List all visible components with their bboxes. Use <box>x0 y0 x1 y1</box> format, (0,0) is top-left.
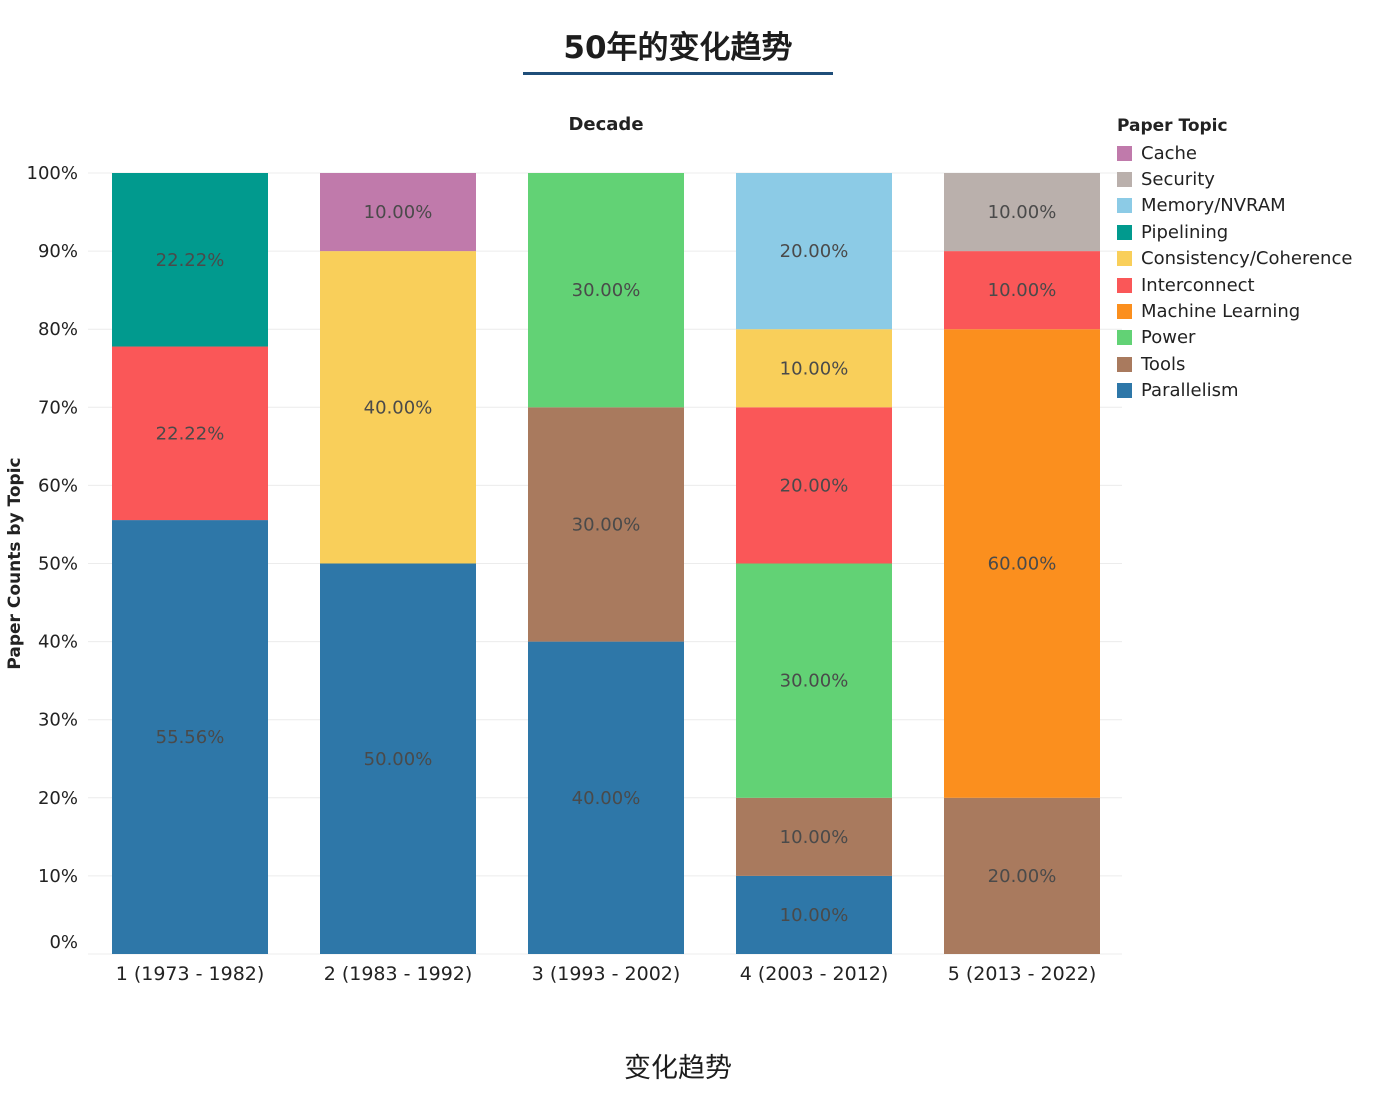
y-tick-label: 60% <box>38 475 78 496</box>
x-tick-label: 1 (1973 - 1982) <box>116 963 265 985</box>
y-tick-label: 80% <box>38 319 78 340</box>
y-tick-label: 40% <box>38 632 78 653</box>
data-label: 55.56% <box>156 727 225 748</box>
data-label: 10.00% <box>988 280 1057 301</box>
page-caption: 变化趋势 <box>624 1053 732 1084</box>
title-underline <box>523 72 833 75</box>
legend-title: Paper Topic <box>1117 116 1228 136</box>
bar-segment-parallelism <box>528 641 684 954</box>
y-tick-label: 30% <box>38 710 78 731</box>
legend-swatch <box>1117 383 1132 399</box>
bar-segment-power <box>736 563 892 798</box>
legend-item: Memory/NVRAM <box>1117 193 1352 219</box>
bar-segment-parallelism <box>736 875 892 954</box>
legend-item: Parallelism <box>1117 378 1352 404</box>
legend-swatch <box>1117 224 1132 240</box>
legend-item: Machine Learning <box>1117 298 1352 324</box>
bar-segment-consistency-coherence <box>736 329 892 408</box>
legend-item: Cache <box>1117 140 1352 166</box>
bar-segment-interconnect <box>112 346 268 521</box>
legend-swatch <box>1117 356 1132 372</box>
bar-segment-power <box>528 173 684 408</box>
x-tick-label: 2 (1983 - 1992) <box>324 963 473 985</box>
x-tick-label: 3 (1993 - 2002) <box>532 963 681 985</box>
y-tick-label: 10% <box>38 866 78 887</box>
data-label: 30.00% <box>780 671 849 692</box>
data-label: 40.00% <box>364 397 433 418</box>
legend-label: Consistency/Coherence <box>1141 248 1353 270</box>
y-tick-label: 0% <box>49 932 78 953</box>
data-label: 10.00% <box>780 905 849 926</box>
bar-segment-tools <box>736 797 892 876</box>
legend-swatch <box>1117 172 1132 188</box>
legend-item: Security <box>1117 166 1352 192</box>
data-label: 20.00% <box>988 866 1057 887</box>
data-label: 60.00% <box>988 554 1057 575</box>
page-title: 50年的变化趋势 <box>563 30 793 66</box>
bar-segment-machine-learning <box>944 329 1100 798</box>
legend-swatch <box>1117 198 1132 214</box>
x-tick-label: 4 (2003 - 2012) <box>740 963 889 985</box>
legend-label: Security <box>1141 169 1215 191</box>
legend-label: Tools <box>1141 353 1186 375</box>
legend-label: Memory/NVRAM <box>1141 195 1286 217</box>
legend-item: Interconnect <box>1117 272 1352 298</box>
data-label: 20.00% <box>780 241 849 262</box>
legend-swatch <box>1117 251 1132 267</box>
bar-segment-pipelining <box>112 173 268 347</box>
legend-swatch <box>1117 304 1132 320</box>
data-label: 30.00% <box>572 514 641 535</box>
legend-item: Consistency/Coherence <box>1117 246 1352 272</box>
legend-label: Interconnect <box>1141 274 1255 296</box>
y-tick-label: 90% <box>38 241 78 262</box>
x-tick-label: 5 (2013 - 2022) <box>948 963 1097 985</box>
legend-label: Power <box>1141 327 1196 349</box>
legend: Paper Topic Cache Security Memory/NVRAM Pip… <box>1117 116 1352 404</box>
legend-label: Pipelining <box>1141 221 1229 243</box>
data-label: 22.22% <box>156 423 225 444</box>
legend-label: Parallelism <box>1141 380 1239 402</box>
data-label: 40.00% <box>572 788 641 809</box>
bar-segment-security <box>944 173 1100 252</box>
legend-items: Cache Security Memory/NVRAM Pipelining Consi… <box>1117 140 1352 404</box>
y-tick-label: 50% <box>38 554 78 575</box>
y-tick-label: 20% <box>38 788 78 809</box>
legend-item: Pipelining <box>1117 219 1352 245</box>
bar-segment-parallelism <box>320 563 476 954</box>
data-label: 20.00% <box>780 475 849 496</box>
data-label: 10.00% <box>780 827 849 848</box>
data-label: 10.00% <box>780 358 849 379</box>
y-axis-label: Paper Counts by Topic <box>5 457 25 669</box>
data-label: 10.00% <box>364 202 433 223</box>
legend-item: Tools <box>1117 351 1352 377</box>
data-label: 50.00% <box>364 749 433 770</box>
legend-swatch <box>1117 145 1132 161</box>
bar-segment-parallelism <box>112 520 268 954</box>
legend-item: Power <box>1117 325 1352 351</box>
bar-segment-interconnect <box>944 251 1100 330</box>
y-tick-label: 70% <box>38 397 78 418</box>
data-label: 22.22% <box>156 250 225 271</box>
legend-swatch <box>1117 330 1132 346</box>
y-tick-label: 100% <box>27 163 78 184</box>
bar-segment-consistency-coherence <box>320 251 476 564</box>
bar-segment-interconnect <box>736 407 892 564</box>
bar-segment-tools <box>528 407 684 642</box>
bar-segment-cache <box>320 173 476 252</box>
legend-swatch <box>1117 277 1132 293</box>
data-label: 30.00% <box>572 280 641 301</box>
bar-segment-tools <box>944 797 1100 954</box>
legend-label: Cache <box>1141 142 1197 164</box>
chart-title: Decade <box>568 114 643 135</box>
legend-label: Machine Learning <box>1141 301 1301 323</box>
bar-segment-memory-nvram <box>736 173 892 330</box>
data-label: 10.00% <box>988 202 1057 223</box>
